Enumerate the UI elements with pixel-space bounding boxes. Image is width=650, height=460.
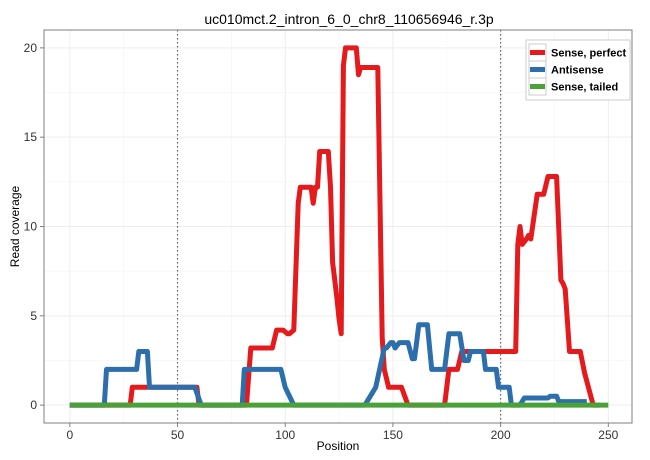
y-tick-label: 10 <box>24 220 38 234</box>
x-tick-label: 100 <box>275 428 295 442</box>
reference-lines <box>176 30 502 423</box>
legend-label: Antisense <box>551 65 604 77</box>
y-tick-label: 15 <box>24 130 38 144</box>
x-tick-label: 50 <box>171 428 185 442</box>
legend-label: Sense, tailed <box>551 82 618 94</box>
axis-ticks <box>40 47 609 427</box>
x-axis-title: Position <box>317 439 360 453</box>
x-tick-label: 0 <box>67 428 74 442</box>
x-tick-label: 150 <box>383 428 403 442</box>
x-tick-label: 200 <box>491 428 511 442</box>
y-tick-label: 5 <box>30 309 37 323</box>
y-tick-labels: 0 5 10 15 20 <box>24 41 38 412</box>
series-line-1 <box>69 45 600 408</box>
y-tick-label: 0 <box>30 398 37 412</box>
legend-label: Sense, perfect <box>551 48 627 60</box>
chart-title: uc010mct.2_intron_6_0_chr8_110656946_r.3… <box>204 11 494 27</box>
x-tick-label: 250 <box>598 428 618 442</box>
y-axis-title: Read coverage <box>8 185 22 267</box>
series-layer <box>69 45 609 408</box>
x-tick-labels: 0 50 100 150 200 250 <box>67 428 619 442</box>
series-line-2 <box>69 322 587 408</box>
y-tick-label: 20 <box>24 41 38 55</box>
legend: Sense, perfect Antisense Sense, tailed <box>525 39 631 101</box>
